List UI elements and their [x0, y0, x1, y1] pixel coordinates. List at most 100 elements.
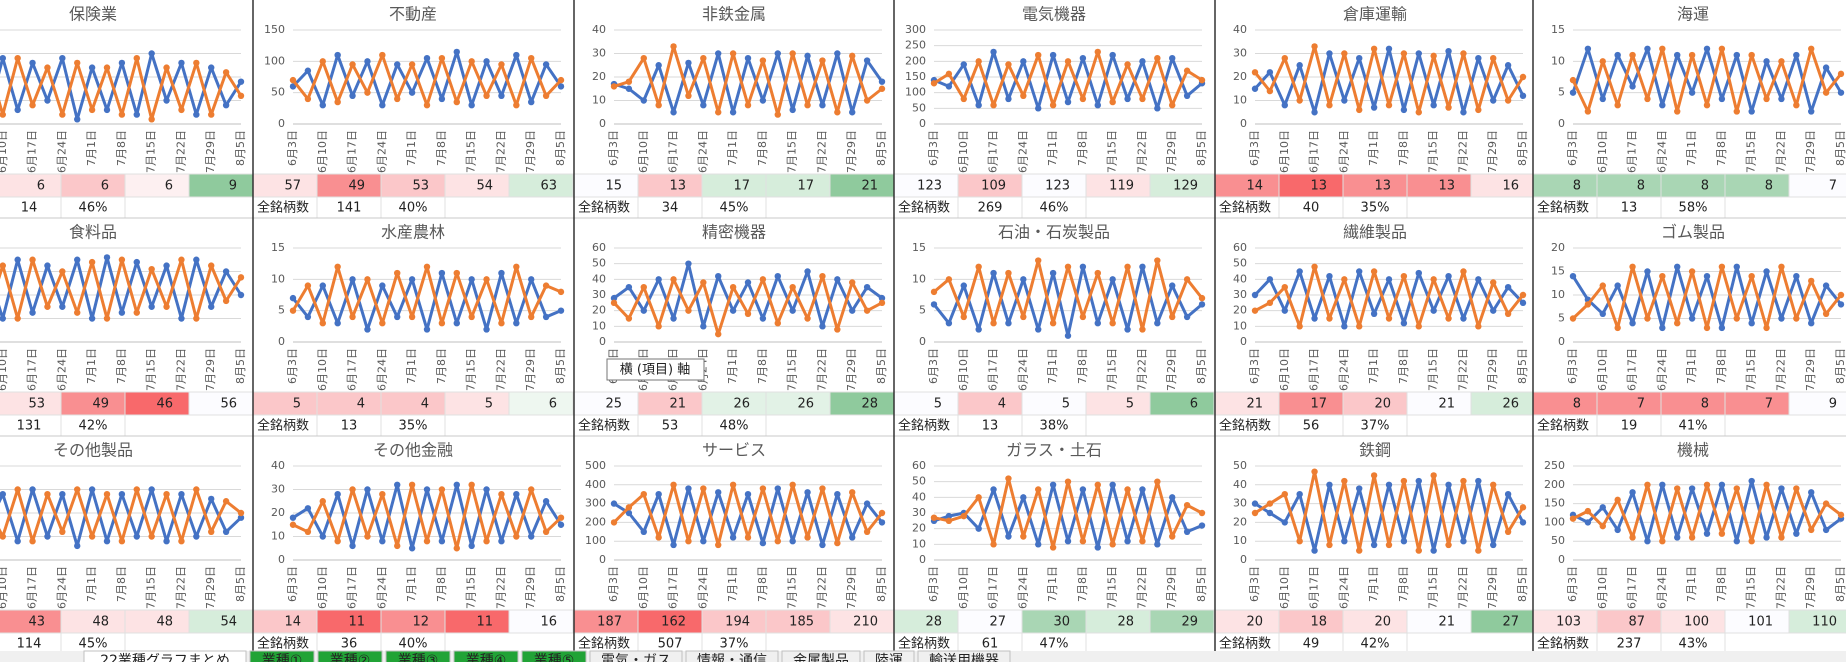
sheet-tab-label[interactable]: 業種③ — [398, 653, 439, 662]
y-tick-label: 100 — [585, 534, 606, 547]
sheet-tab[interactable] — [453, 650, 519, 662]
point — [148, 486, 155, 493]
cell-fill — [1022, 392, 1086, 415]
sheet-tab-label[interactable]: 輸送用機器 — [929, 653, 999, 662]
point — [1445, 273, 1452, 280]
sheet-tab-label[interactable]: 電気・ガス — [601, 653, 671, 662]
point — [625, 283, 633, 291]
sheet-tab-label[interactable]: 業種① — [262, 653, 303, 662]
point — [193, 533, 200, 540]
cell-fill — [317, 174, 381, 197]
cell-fill — [894, 392, 958, 415]
sheet-tab-label[interactable]: 陸運 — [875, 653, 903, 662]
point — [1266, 87, 1274, 95]
x-tick-label: 6月17日 — [1308, 130, 1321, 173]
point — [1049, 320, 1057, 327]
y-tick-label: 250 — [1544, 459, 1565, 472]
cell-fill — [766, 610, 830, 633]
chart-title: ゴム製品 — [1661, 223, 1725, 242]
sheet-tab[interactable] — [863, 650, 915, 662]
point — [88, 106, 96, 114]
point — [1808, 320, 1815, 327]
y-tick-label: 50 — [1551, 534, 1565, 547]
x-tick-label: 6月10日 — [0, 348, 9, 391]
x-tick-label: 6月24日 — [1337, 348, 1350, 391]
x-tick-label: 7月29日 — [204, 348, 217, 391]
point — [759, 276, 767, 283]
point — [1064, 263, 1072, 270]
point — [975, 102, 982, 109]
y-tick-label: 0 — [599, 335, 606, 348]
point — [1718, 263, 1726, 270]
point — [729, 109, 737, 116]
cell-value: 16 — [1502, 179, 1519, 194]
sheet-tab-label[interactable]: 22業種グラフまとめ — [100, 653, 230, 662]
point — [655, 534, 662, 541]
point — [44, 64, 51, 71]
sheet-tab-label[interactable]: 業種⑤ — [534, 653, 575, 662]
sheet-tab[interactable] — [83, 650, 247, 662]
point — [542, 61, 550, 68]
y-tick-label: 30 — [271, 483, 285, 496]
point — [468, 481, 475, 488]
sheet-tab-label[interactable]: 金属製品 — [793, 653, 849, 662]
sheet-tab-label[interactable]: 情報・通信 — [697, 653, 767, 662]
sheet-tab[interactable] — [917, 650, 1011, 662]
summary-cell: 35% — [399, 419, 428, 434]
point — [528, 276, 535, 283]
cell-fill — [1725, 392, 1789, 415]
point — [670, 43, 677, 50]
point — [744, 310, 752, 317]
point — [1504, 283, 1512, 291]
cell-value: 129 — [1173, 179, 1198, 194]
sheet-tab[interactable] — [385, 650, 451, 662]
point — [1400, 50, 1408, 57]
point — [178, 538, 185, 545]
x-tick-label: 6月3日 — [1566, 348, 1579, 384]
sheet-tab[interactable] — [589, 650, 683, 662]
sheet-tab[interactable] — [317, 650, 383, 662]
y-tick-label: 40 — [592, 272, 606, 285]
point — [334, 51, 341, 59]
point — [1614, 102, 1621, 109]
x-tick-label: 6月3日 — [1566, 566, 1579, 602]
cell-fill — [638, 392, 702, 415]
point — [319, 282, 326, 289]
sheet-tab[interactable] — [685, 650, 779, 662]
sheet-tab[interactable] — [521, 650, 587, 662]
cell-fill — [1279, 174, 1343, 197]
cell-fill — [1533, 174, 1597, 197]
point — [1569, 89, 1577, 96]
cell-value: 53 — [412, 179, 429, 194]
point — [0, 315, 6, 322]
sheet-tab[interactable] — [249, 650, 315, 662]
x-tick-label: 7月22日 — [1456, 348, 1469, 391]
summary-cell: 全銘柄数 — [578, 418, 630, 434]
point — [960, 512, 967, 520]
sheet-tab-label[interactable]: 業種② — [330, 653, 371, 662]
x-tick-label: 7月1日 — [1046, 566, 1059, 602]
point — [0, 111, 6, 118]
point — [1311, 263, 1318, 270]
chart-title: 食料品 — [69, 223, 117, 242]
y-tick-label: 0 — [1240, 117, 1247, 130]
point — [468, 58, 475, 65]
point — [423, 55, 431, 62]
point — [990, 102, 997, 109]
point — [133, 486, 140, 493]
y-tick-label: 200 — [905, 54, 926, 67]
point — [834, 109, 841, 116]
point — [1154, 320, 1161, 327]
point — [1251, 85, 1259, 92]
point — [1251, 291, 1259, 299]
sheet-tab[interactable] — [781, 650, 861, 662]
cell-value: 27 — [1502, 615, 1519, 630]
point — [1020, 92, 1027, 100]
point — [1251, 500, 1259, 507]
sheet-tab-label[interactable]: 業種④ — [466, 653, 507, 662]
point — [1094, 544, 1101, 551]
point — [1460, 315, 1467, 322]
point — [1154, 257, 1161, 264]
point — [118, 538, 126, 545]
point — [394, 61, 401, 68]
